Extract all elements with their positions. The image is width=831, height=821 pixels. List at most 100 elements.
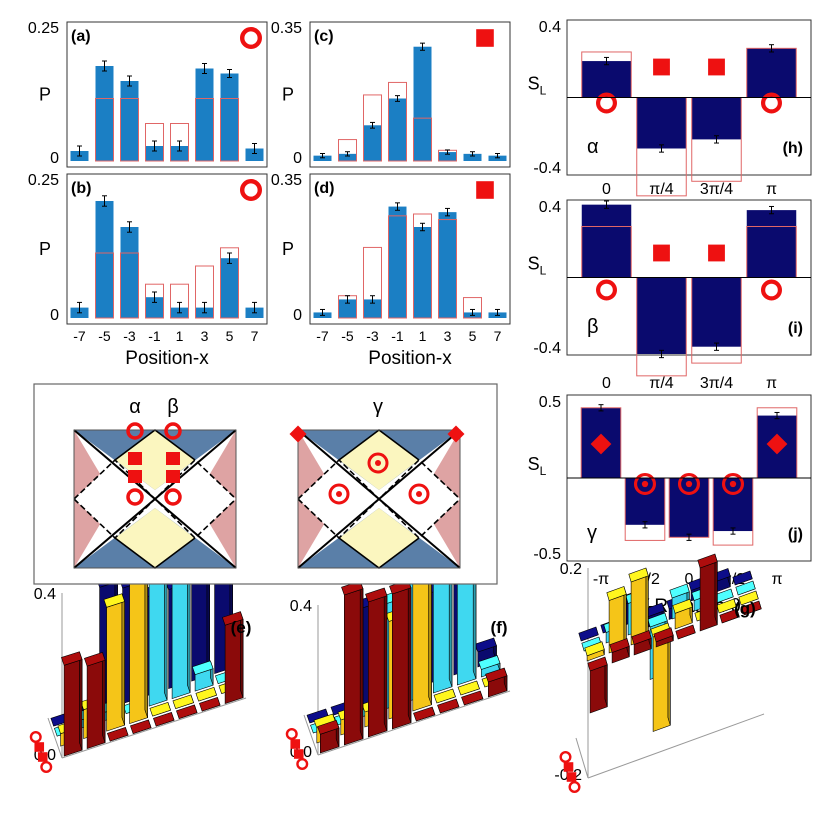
x-tick-label: -7 bbox=[316, 328, 329, 344]
bar bbox=[636, 97, 687, 149]
bar bbox=[313, 155, 332, 161]
bar bbox=[413, 46, 432, 161]
y-axis-label: P bbox=[39, 85, 51, 105]
bar bbox=[581, 61, 632, 98]
theory-outline bbox=[120, 98, 139, 162]
x-tick-label: 7 bbox=[494, 328, 502, 344]
y-axis-label: SL bbox=[528, 254, 547, 278]
bar3d-top bbox=[719, 608, 740, 624]
theory-outline bbox=[220, 247, 239, 319]
bar3d-top bbox=[433, 688, 456, 704]
theory-outline bbox=[145, 123, 164, 162]
diagram-label-beta: β bbox=[167, 396, 179, 418]
panel-label: (b) bbox=[71, 180, 91, 197]
bar3d-top bbox=[653, 627, 674, 643]
theory-outline bbox=[388, 81, 407, 162]
lattice-right: γ bbox=[289, 396, 465, 569]
bar3d-top bbox=[457, 680, 480, 696]
bar bbox=[746, 48, 797, 98]
theory-outline bbox=[170, 123, 189, 162]
chart-panel-g: 0.2-0.2(g) bbox=[554, 553, 765, 794]
bar bbox=[120, 81, 139, 161]
theory-outline bbox=[363, 246, 382, 319]
panel-label: (d) bbox=[314, 180, 334, 197]
bar bbox=[581, 204, 632, 278]
bar bbox=[488, 155, 507, 161]
target-marker-icon bbox=[721, 472, 745, 496]
x-tick-label: -1 bbox=[391, 328, 404, 344]
bar bbox=[413, 227, 432, 318]
theory-outline bbox=[338, 139, 357, 162]
panel-label: (f) bbox=[491, 618, 508, 637]
z-tick-label: 0.4 bbox=[34, 586, 56, 603]
floor-edge bbox=[303, 714, 319, 756]
bar3d-top bbox=[437, 698, 460, 714]
bar bbox=[438, 152, 457, 161]
bar3d-top bbox=[584, 641, 605, 657]
x-tick-label: 3π/4 bbox=[700, 375, 733, 392]
x-tick-label: 3π/4 bbox=[700, 181, 733, 198]
bar3d-top bbox=[735, 580, 756, 596]
theory-outline bbox=[120, 252, 139, 319]
bar bbox=[220, 73, 239, 161]
bar3d-top bbox=[672, 598, 693, 614]
y-tick-label: 0 bbox=[293, 307, 302, 324]
panel-label: (c) bbox=[314, 28, 334, 45]
panel-label: (a) bbox=[71, 28, 91, 45]
bar bbox=[388, 98, 407, 161]
theory-outline bbox=[413, 213, 432, 319]
bar3d-top bbox=[84, 652, 106, 667]
theory-outline bbox=[388, 215, 407, 319]
floor-edge bbox=[317, 690, 511, 756]
ring-marker-icon bbox=[239, 178, 262, 201]
ring-marker-icon bbox=[595, 279, 617, 301]
y-axis-label: SL bbox=[528, 74, 547, 98]
ring-marker-icon bbox=[559, 751, 572, 764]
bar3d-top bbox=[192, 660, 214, 675]
bar3d-top bbox=[675, 624, 696, 640]
bar3d-top bbox=[587, 656, 608, 672]
bar bbox=[363, 125, 382, 161]
panel-greek-label: α bbox=[587, 136, 599, 158]
x-tick-label: -7 bbox=[73, 328, 86, 344]
bar3d-top bbox=[153, 712, 175, 727]
bar3d-top bbox=[669, 583, 690, 599]
theory-outline bbox=[95, 252, 114, 319]
bar bbox=[691, 97, 742, 140]
bar bbox=[438, 212, 457, 318]
ring-marker-icon bbox=[760, 279, 782, 301]
bar bbox=[691, 277, 742, 347]
bar3d-top bbox=[461, 690, 484, 706]
square-marker-icon bbox=[708, 58, 725, 76]
x-tick-label: 0 bbox=[602, 181, 611, 198]
bar bbox=[388, 206, 407, 318]
bar3d-top bbox=[61, 651, 83, 666]
bar bbox=[463, 153, 482, 161]
bar bbox=[746, 210, 797, 278]
theory-outline bbox=[195, 98, 214, 162]
theory-outline bbox=[363, 94, 382, 162]
x-tick-label: -5 bbox=[341, 328, 354, 344]
z-tick-label: 0.4 bbox=[290, 598, 312, 615]
y-tick-label: -0.4 bbox=[533, 340, 561, 357]
ring-marker-icon bbox=[760, 92, 782, 114]
square-marker-icon bbox=[563, 762, 574, 772]
square-marker-icon bbox=[290, 739, 301, 749]
y-tick-label: 0.4 bbox=[539, 199, 561, 216]
y-tick-label: -0.4 bbox=[533, 160, 561, 177]
panel-label: (g) bbox=[734, 599, 756, 618]
y-axis-label: P bbox=[39, 239, 51, 259]
bar bbox=[95, 66, 114, 161]
diagram-panel: α β γ bbox=[33, 383, 498, 585]
bar3d-top bbox=[697, 553, 718, 569]
x-tick-label: 3 bbox=[444, 328, 452, 344]
x-tick-label: -3 bbox=[123, 328, 136, 344]
square-marker-icon bbox=[708, 244, 725, 262]
x-tick-label: 3 bbox=[201, 328, 209, 344]
chart-panel-f: 0.40.0(f) bbox=[285, 509, 511, 771]
x-tick-label: -5 bbox=[98, 328, 111, 344]
target-marker-icon bbox=[677, 472, 701, 496]
bar bbox=[120, 227, 139, 318]
ring-marker-icon bbox=[296, 758, 309, 771]
x-tick-label: 5 bbox=[226, 328, 234, 344]
